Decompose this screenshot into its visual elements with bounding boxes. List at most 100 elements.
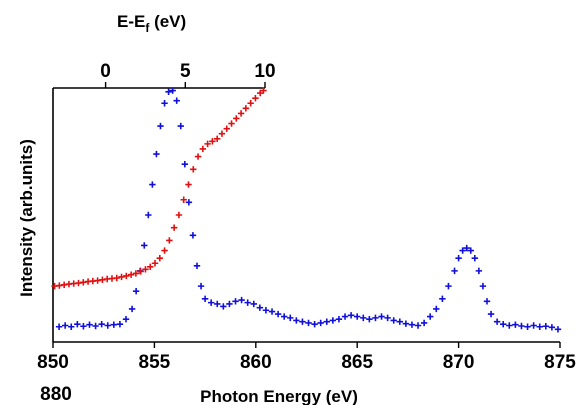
- top-axis-title-unit: (eV): [149, 12, 186, 31]
- data-point: [274, 310, 282, 318]
- data-point: [451, 267, 458, 275]
- data-point: [142, 266, 149, 273]
- data-point: [223, 125, 230, 132]
- data-point: [161, 100, 168, 107]
- data-point: [228, 120, 235, 127]
- data-point: [244, 299, 251, 306]
- data-point: [396, 318, 403, 325]
- data-point: [166, 237, 173, 244]
- bottom-tick-label: 855: [139, 352, 171, 373]
- series-1: [55, 87, 562, 333]
- data-point: [463, 244, 470, 252]
- data-point: [445, 282, 452, 290]
- data-point: [92, 322, 99, 330]
- data-point: [204, 140, 211, 148]
- data-point: [190, 166, 197, 173]
- data-point: [414, 322, 422, 329]
- data-point: [157, 122, 164, 130]
- svg-text:E-Ef (eV): E-Ef (eV): [117, 12, 186, 35]
- data-point: [141, 242, 148, 249]
- data-point: [181, 161, 189, 168]
- data-point: [378, 313, 385, 320]
- data-point: [341, 313, 349, 320]
- extra-tick-label: 880: [40, 384, 72, 405]
- series-2: [51, 87, 267, 290]
- data-point: [384, 314, 391, 322]
- data-point: [194, 153, 202, 160]
- data-point: [86, 321, 93, 328]
- data-point: [554, 326, 562, 333]
- data-point: [252, 94, 259, 102]
- data-point: [262, 307, 270, 314]
- data-point: [123, 272, 130, 280]
- data-point: [151, 260, 159, 267]
- data-point: [226, 300, 233, 308]
- data-point: [487, 310, 495, 318]
- data-point: [518, 322, 525, 330]
- data-point: [80, 323, 87, 330]
- data-point: [530, 322, 537, 329]
- data-point: [360, 314, 367, 322]
- bottom-tick-label: 860: [240, 352, 272, 373]
- data-point: [548, 324, 556, 331]
- data-point: [500, 321, 507, 328]
- data-point: [185, 199, 193, 206]
- top-tick-label: 0: [100, 61, 111, 82]
- top-tick-label: 10: [254, 61, 275, 82]
- data-point: [293, 317, 300, 324]
- data-point: [323, 318, 330, 325]
- data-point: [110, 321, 118, 328]
- data-point: [149, 181, 156, 188]
- data-point: [128, 305, 136, 313]
- data-point: [237, 110, 245, 117]
- x-axis-title: Photon Energy (eV): [200, 387, 358, 405]
- data-point: [145, 211, 152, 219]
- data-point: [455, 254, 462, 262]
- data-point: [242, 105, 250, 112]
- bottom-tick-label: 850: [37, 352, 69, 373]
- data-point: [156, 254, 163, 262]
- data-point: [137, 268, 144, 275]
- data-point: [299, 318, 306, 325]
- data-point: [173, 97, 180, 104]
- data-point: [116, 321, 124, 328]
- data-point: [479, 282, 487, 290]
- data-point: [61, 322, 69, 329]
- data-point: [260, 87, 267, 94]
- data-point: [132, 288, 140, 295]
- data-point: [408, 321, 416, 328]
- data-point: [459, 247, 466, 254]
- data-point: [305, 319, 312, 327]
- data-point: [372, 314, 379, 322]
- top-axis-title-sub: f: [145, 21, 150, 35]
- data-point: [180, 196, 187, 203]
- data-point: [250, 300, 257, 308]
- data-point: [118, 273, 125, 281]
- data-point: [268, 308, 276, 315]
- data-point: [536, 323, 543, 330]
- data-point: [433, 305, 440, 313]
- top-axis-title-base: E-E: [117, 12, 145, 31]
- data-point: [483, 298, 491, 305]
- data-point: [98, 321, 105, 328]
- data-point: [147, 263, 154, 271]
- data-point: [467, 247, 474, 254]
- data-point: [132, 270, 140, 277]
- data-point: [209, 138, 216, 145]
- data-point: [122, 315, 130, 323]
- data-point: [329, 317, 337, 324]
- data-point: [233, 115, 240, 122]
- data-point: [493, 318, 501, 325]
- bottom-tick-label: 870: [443, 352, 475, 373]
- data-point: [218, 130, 226, 137]
- top-axis-title: E-Ef (eV): [117, 12, 186, 35]
- data-point: [247, 100, 254, 107]
- data-point: [193, 262, 201, 269]
- data-point: [55, 323, 63, 330]
- data-point: [512, 321, 519, 328]
- data-point: [201, 295, 209, 303]
- data-point: [68, 323, 75, 330]
- series-layer: [51, 87, 562, 333]
- data-point: [165, 88, 172, 96]
- bottom-tick-label: 865: [341, 352, 373, 373]
